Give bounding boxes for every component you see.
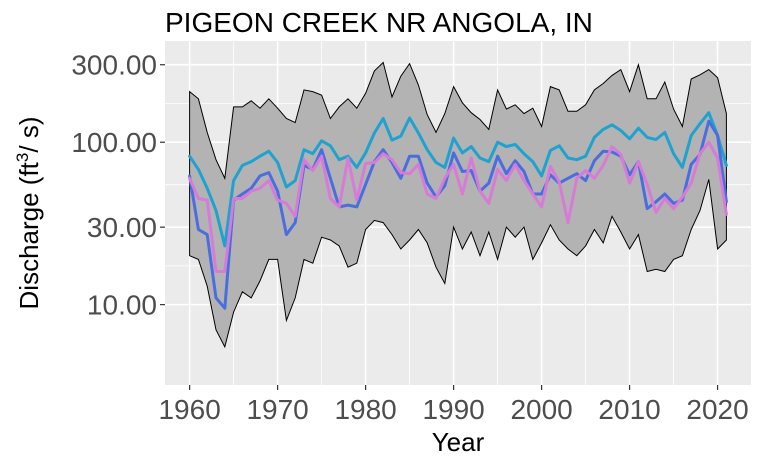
chart-title: PIGEON CREEK NR ANGOLA, IN <box>165 7 593 38</box>
y-tick-label: 300.00 <box>71 50 157 81</box>
x-tick-label: 1960 <box>158 394 220 425</box>
x-tick-label: 1980 <box>334 394 396 425</box>
series-lines <box>188 111 728 310</box>
y-axis-title-sup: 3 <box>13 153 32 162</box>
x-tick-label: 2000 <box>510 394 572 425</box>
y-tick-label: 100.00 <box>71 127 157 158</box>
y-axis-title-main: Discharge (ft <box>14 161 44 309</box>
x-axis: 1960 1970 1980 1990 2000 2010 2020 <box>158 385 749 425</box>
y-tick-label: 10.00 <box>87 290 157 321</box>
y-axis-title-unit: / s) <box>14 117 44 153</box>
series-line-1 <box>188 111 728 248</box>
x-tick-label: 1970 <box>246 394 308 425</box>
x-axis-title: Year <box>432 427 485 457</box>
y-tick-label: 30.00 <box>87 212 157 243</box>
y-axis: 10.00 30.00 100.00 300.00 <box>71 50 165 321</box>
x-tick-label: 1990 <box>422 394 484 425</box>
x-tick-label: 2010 <box>598 394 660 425</box>
y-axis-title: Discharge (ft3/ s) <box>13 117 44 310</box>
series-line-3 <box>188 140 728 273</box>
x-tick-label: 2020 <box>686 394 748 425</box>
range-band <box>189 61 727 349</box>
